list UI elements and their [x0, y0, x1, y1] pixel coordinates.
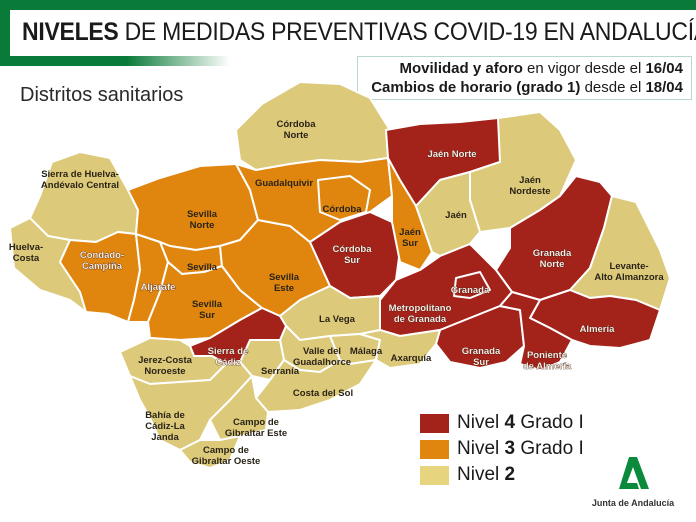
svg-text:Levante-Alto Almanzora: Levante-Alto Almanzora — [594, 261, 664, 283]
title-bold: NIVELES — [22, 18, 119, 46]
legend-item-nivel-2: Nivel 2 — [420, 462, 584, 488]
notice-line1-date: 16/04 — [645, 60, 683, 77]
map-subtitle: Distritos sanitarios — [20, 84, 184, 106]
junta-andalucia-logo: Junta de Andalucía — [588, 455, 678, 508]
district-granada-sur[interactable] — [435, 305, 525, 369]
notice-line2-date: 18/04 — [645, 79, 683, 96]
legend-label: Nivel 3 Grado I — [457, 438, 584, 459]
district-axarquia[interactable] — [359, 329, 441, 369]
legend-label: Nivel 4 Grado I — [457, 412, 584, 433]
svg-text:Jaén: Jaén — [445, 210, 467, 221]
svg-text:Costa del Sol: Costa del Sol — [293, 388, 353, 399]
district-sevilla-norte[interactable] — [127, 163, 259, 251]
header-frame-gradient — [0, 56, 230, 66]
svg-text:Guadalquivir: Guadalquivir — [255, 178, 313, 189]
svg-text:Málaga: Málaga — [350, 346, 383, 357]
map-legend: Nivel 4 Grado I Nivel 3 Grado I Nivel 2 — [420, 410, 584, 488]
notice-line1-bold: Movilidad y aforo — [399, 60, 523, 77]
svg-text:Granada: Granada — [451, 285, 490, 296]
district-cordoba[interactable] — [317, 175, 371, 221]
page-title: NIVELES DE MEDIDAS PREVENTIVAS COVID-19 … — [22, 18, 696, 47]
notice-line-2: Cambios de horario (grado 1) desde el 18… — [358, 78, 683, 97]
svg-text:Serranía: Serranía — [261, 366, 300, 377]
svg-text:Huelva-Costa: Huelva-Costa — [9, 242, 43, 264]
svg-text:Almería: Almería — [580, 324, 616, 335]
district-granada[interactable] — [453, 271, 491, 299]
district-jaen[interactable] — [415, 171, 481, 257]
notice-line-1: Movilidad y aforo en vigor desde el 16/0… — [358, 59, 683, 78]
logo-text: Junta de Andalucía — [591, 498, 675, 508]
district-poniente-almeria[interactable] — [499, 291, 573, 371]
header-frame-left — [0, 0, 10, 64]
svg-text:Sierra de Huelva-Andévalo Cent: Sierra de Huelva-Andévalo Central — [41, 169, 119, 191]
svg-text:Sevilla: Sevilla — [187, 262, 218, 273]
header-frame-top — [0, 0, 696, 10]
title-rest: DE MEDIDAS PREVENTIVAS COVID-19 EN ANDAL… — [118, 18, 696, 46]
notice-line1-mid: en vigor desde el — [522, 60, 646, 77]
svg-text:Condado-Campiña: Condado-Campiña — [80, 250, 124, 272]
svg-text:Jaén Norte: Jaén Norte — [427, 149, 476, 160]
svg-text:La Vega: La Vega — [319, 314, 356, 325]
junta-a-logo-icon — [619, 457, 649, 489]
legend-item-nivel-4: Nivel 4 Grado I — [420, 410, 584, 436]
district-condado-campina[interactable] — [59, 231, 141, 323]
notice-line2-mid: desde el — [580, 79, 646, 96]
notice-line2-bold: Cambios de horario (grado 1) — [371, 79, 581, 96]
legend-item-nivel-3: Nivel 3 Grado I — [420, 436, 584, 462]
district-campo-gibraltar-oeste[interactable] — [179, 435, 241, 469]
legend-swatch-nivel-2 — [420, 465, 449, 485]
svg-text:Córdoba: Córdoba — [322, 204, 362, 215]
district-labels: Sierra de Huelva-Andévalo Central Huelva… — [9, 119, 665, 467]
legend-swatch-nivel-4 — [420, 413, 449, 433]
title-box — [10, 10, 696, 56]
dates-notice: Movilidad y aforo en vigor desde el 16/0… — [357, 56, 692, 100]
svg-text:Axarquía: Axarquía — [391, 353, 432, 364]
district-sierra-huelva[interactable] — [29, 151, 139, 243]
svg-text:Aljarafe: Aljarafe — [141, 282, 176, 293]
legend-swatch-nivel-3 — [420, 439, 449, 459]
legend-label: Nivel 2 — [457, 464, 516, 485]
